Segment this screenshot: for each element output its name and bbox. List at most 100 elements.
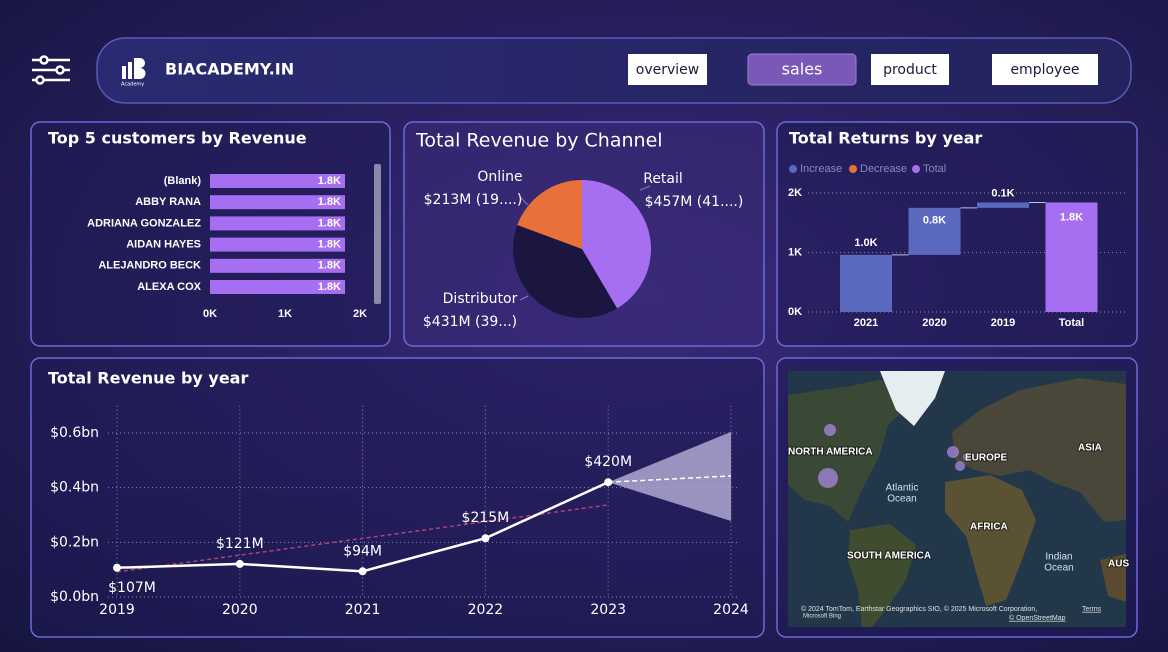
logo: [122, 58, 146, 79]
map-label: AUS: [1108, 559, 1129, 570]
x-tick-label: Total: [1059, 317, 1084, 329]
map-attribution: © 2024 TomTom, Earthstar Geographics SIO…: [801, 605, 1037, 613]
y-tick-label: ALEJANDRO BECK: [98, 260, 201, 272]
data-label: 0.1K: [991, 187, 1014, 199]
point: [235, 559, 244, 568]
bar: [210, 174, 345, 188]
data-label: 1.8K: [318, 217, 341, 229]
x-tick-label: 2023: [590, 602, 626, 618]
nav-label[interactable]: employee: [1010, 62, 1079, 78]
data-label: $107M: [108, 580, 156, 596]
x-tick-label: 1K: [278, 308, 292, 320]
chart-title: Total Revenue by year: [48, 369, 248, 388]
x-tick-label: 2024: [713, 602, 749, 618]
y-tick-label: ABBY RANA: [135, 196, 201, 208]
slice-value: $457M (41....): [645, 194, 744, 210]
map-label: AFRICA: [970, 522, 1008, 533]
chart-title: Top 5 customers by Revenue: [48, 129, 307, 148]
nav-button[interactable]: [747, 53, 857, 86]
data-label: 1.8K: [318, 175, 341, 187]
slice-label: Online: [477, 169, 522, 185]
map-label: ASIA: [1078, 443, 1102, 454]
x-tick-label: 0K: [203, 308, 217, 320]
data-label: 1.8K: [318, 239, 341, 251]
legend-swatch: [849, 165, 857, 173]
bar: [210, 258, 345, 273]
map-label: Ocean: [1044, 563, 1073, 574]
y-tick-label: (Blank): [164, 175, 202, 187]
brand-name: BIACADEMY.IN: [165, 60, 294, 79]
x-tick-label: 2021: [345, 602, 381, 618]
nav-label[interactable]: product: [883, 62, 937, 78]
map-label: EUROPE: [965, 453, 1008, 464]
y-tick-label: $0.4bn: [50, 480, 99, 496]
forecast-line: [608, 475, 732, 483]
map-label: SOUTH AMERICA: [847, 551, 931, 562]
data-label: $215M: [462, 510, 510, 526]
data-label: 1.0K: [854, 237, 877, 249]
map-terms[interactable]: Terms: [1082, 606, 1102, 613]
navigation: overview sales product employee: [628, 53, 1098, 86]
logo-caption: Academy: [121, 82, 144, 88]
data-label: 1.8K: [1060, 211, 1083, 223]
nav-label[interactable]: sales: [782, 60, 823, 79]
y-tick-label: $0.0bn: [50, 589, 99, 605]
forecast-band: [608, 431, 731, 522]
data-label: $420M: [584, 454, 632, 470]
point: [604, 478, 613, 487]
y-tick-label: $0.2bn: [50, 534, 99, 550]
x-tick-label: 2019: [991, 317, 1015, 329]
legend-swatch: [912, 165, 920, 173]
legend-swatch: [789, 165, 797, 173]
y-tick-label: 2K: [788, 187, 802, 199]
scrollbar[interactable]: [374, 164, 381, 304]
bar: [210, 195, 345, 210]
data-label: 0.8K: [923, 215, 946, 227]
leader-line: [519, 196, 529, 206]
map[interactable]: [788, 371, 1126, 627]
slice-value: $431M (39...): [423, 314, 517, 330]
trend-line: [116, 504, 609, 573]
x-tick-label: 2020: [922, 317, 946, 329]
y-tick-label: AIDAN HAYES: [126, 239, 201, 251]
slice-value: $213M (19....): [424, 192, 523, 208]
bar: [840, 254, 892, 312]
pie-slice: [517, 180, 582, 249]
leader-line: [519, 295, 529, 301]
x-tick-label: 2019: [99, 602, 135, 618]
x-tick-label: 2K: [353, 308, 367, 320]
slice-label: Retail: [643, 171, 683, 187]
legend-label: Decrease: [860, 163, 907, 175]
nav-button[interactable]: [992, 54, 1098, 85]
map-label: Ocean: [887, 494, 916, 505]
bar: [210, 280, 345, 294]
slice-label: Distributor: [443, 291, 518, 307]
chart-title: Total Revenue by Channel: [415, 130, 663, 152]
filter-icon[interactable]: [32, 55, 70, 85]
y-tick-label: ADRIANA GONZALEZ: [87, 217, 201, 229]
data-label: 1.8K: [318, 260, 341, 272]
nav-label[interactable]: overview: [636, 62, 699, 78]
chart-title: Total Returns by year: [789, 129, 982, 148]
data-label: 1.8K: [318, 281, 341, 293]
map-label: Atlantic: [886, 483, 919, 494]
legend-label: Increase: [800, 163, 842, 175]
x-tick-label: 2021: [854, 317, 878, 329]
map-osm[interactable]: © OpenStreetMap: [1009, 614, 1066, 622]
bar: [1045, 202, 1098, 312]
point: [358, 567, 367, 576]
nav-button[interactable]: [628, 54, 707, 85]
bar: [908, 207, 961, 255]
y-tick-label: $0.6bn: [50, 425, 99, 441]
x-tick-label: 2020: [222, 602, 258, 618]
data-label: $121M: [216, 536, 264, 552]
map-label: Indian: [1045, 552, 1072, 563]
map-provider: Microsoft Bing: [803, 614, 841, 620]
bar: [210, 216, 345, 231]
bar: [210, 237, 345, 252]
y-tick-label: ALEXA COX: [137, 281, 201, 293]
nav-button[interactable]: [871, 54, 949, 85]
pie-slice: [582, 180, 651, 309]
pie-slice: [513, 225, 618, 318]
